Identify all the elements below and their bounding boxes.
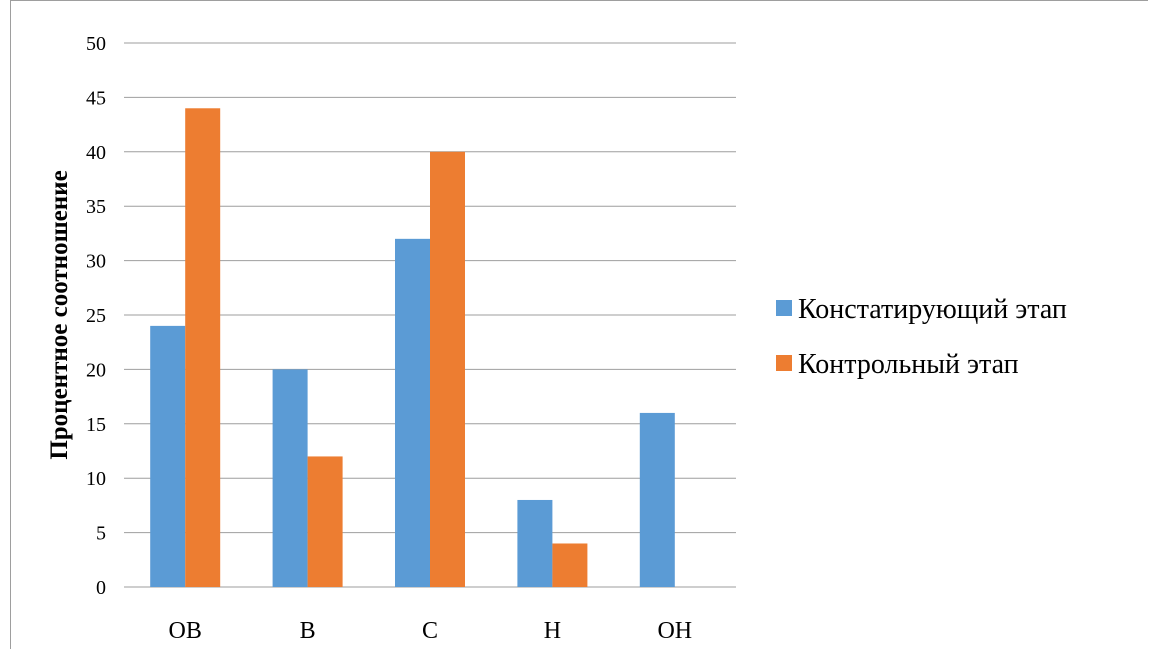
- x-tick-label: Н: [544, 618, 561, 644]
- bar-konstatiruyushchiy-4: [639, 412, 675, 587]
- legend-label: Констатирующий этап: [798, 294, 1067, 325]
- bar-konstatiruyushchiy-3: [517, 499, 553, 587]
- x-tick-label: С: [422, 618, 438, 644]
- bar-konstatiruyushchiy-0: [150, 325, 186, 587]
- bar-kontrolnyy-3: [552, 543, 588, 587]
- chart-border: [10, 0, 1148, 649]
- y-tick-label: 35: [86, 196, 106, 218]
- legend-swatch: [776, 355, 792, 371]
- bar-kontrolnyy-0: [185, 108, 221, 587]
- y-tick-label: 30: [86, 251, 106, 273]
- bars: [150, 108, 675, 588]
- bar-kontrolnyy-2: [430, 151, 465, 588]
- y-axis-label: Процентное соотношение: [46, 170, 73, 459]
- bar-konstatiruyushchiy-1: [272, 369, 308, 587]
- x-tick-label: ОВ: [169, 618, 202, 644]
- legend: Констатирующий этап Контрольный этап: [776, 294, 1067, 380]
- y-tick-label: 10: [86, 468, 106, 490]
- y-tick-label: 20: [86, 359, 106, 381]
- y-tick-label: 0: [96, 577, 106, 599]
- legend-label: Контрольный этап: [798, 349, 1019, 380]
- y-tick-label: 45: [86, 87, 106, 109]
- x-tick-label: ОН: [657, 618, 692, 644]
- y-tick-label: 5: [96, 523, 106, 545]
- bar-konstatiruyushchiy-2: [395, 238, 430, 587]
- y-tick-label: 15: [86, 414, 106, 436]
- y-tick-label: 25: [86, 305, 106, 327]
- legend-swatch: [776, 300, 792, 316]
- y-tick-label: 40: [86, 142, 106, 164]
- y-tick-label: 50: [86, 33, 106, 55]
- axes: 0 5 10 15 20 25 30 35 40 45 50 ОВ В С Н ОН: [86, 33, 692, 644]
- bar-kontrolnyy-1: [307, 456, 343, 587]
- x-tick-label: В: [300, 618, 316, 644]
